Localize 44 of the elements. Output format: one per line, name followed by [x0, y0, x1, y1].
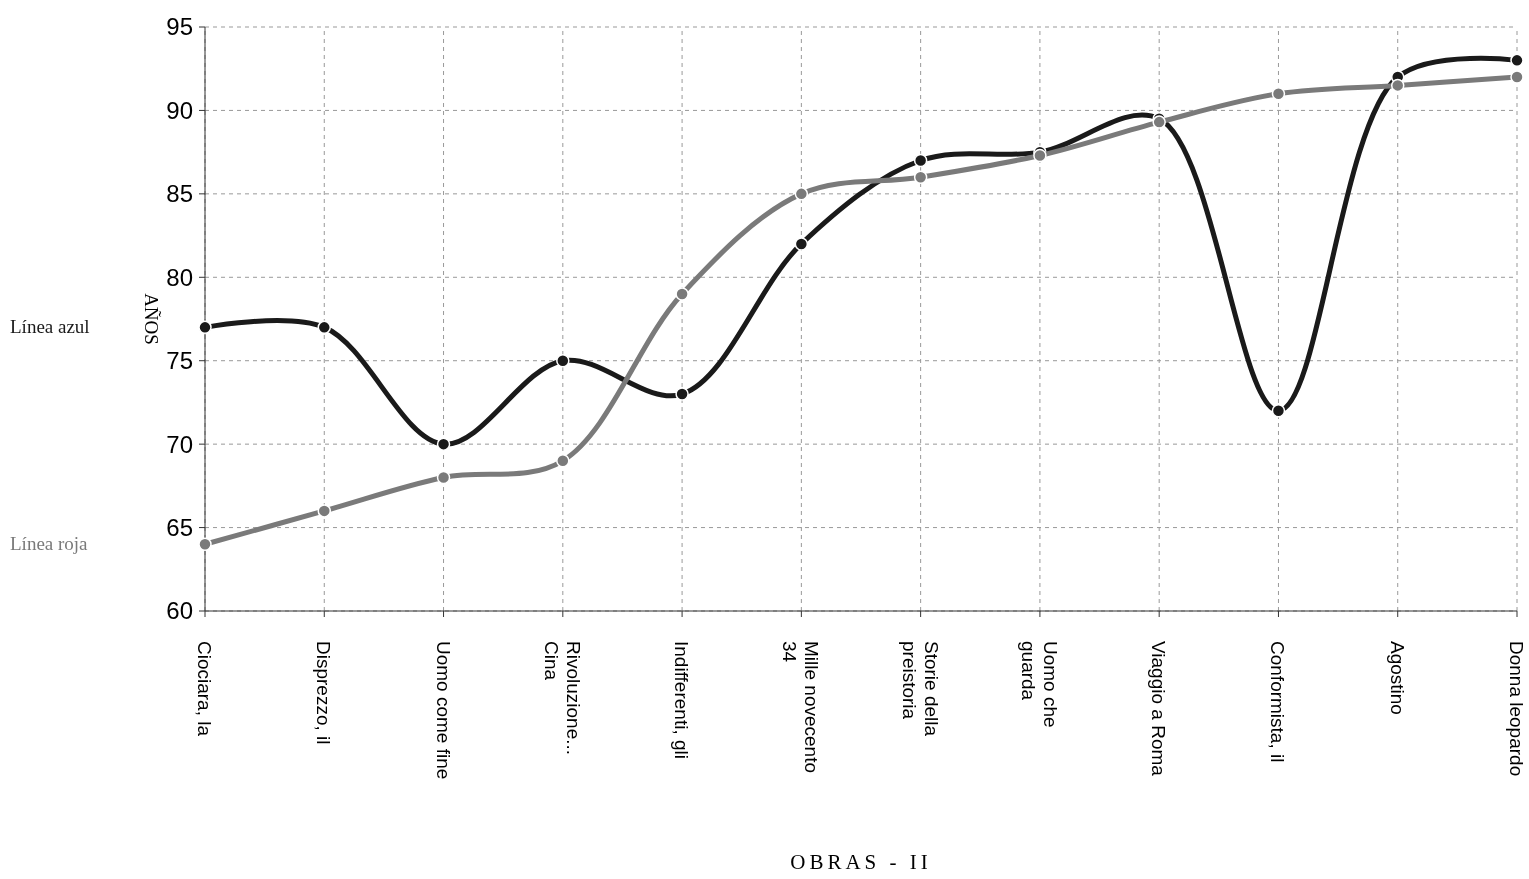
- x-tick-label: Agostino: [1386, 641, 1408, 715]
- y-axis-title: AÑOS: [141, 293, 162, 345]
- x-tick-label: Disprezzo, il: [313, 641, 335, 745]
- point: [1271, 404, 1286, 418]
- x-tick-label: Mille novecento 34: [779, 641, 823, 774]
- point: [913, 170, 928, 184]
- point: [1510, 70, 1524, 84]
- point: [556, 353, 570, 368]
- text: Línea roja: [10, 533, 89, 555]
- point: [1271, 86, 1286, 101]
- x-tick-label: Uomo come fine: [432, 641, 454, 780]
- point: [436, 437, 451, 451]
- point: [675, 387, 689, 401]
- point: [556, 454, 570, 468]
- x-axis-title: OBRAS - II: [790, 850, 932, 874]
- text: Línea azul: [10, 316, 90, 338]
- y-tick-label: 70: [166, 430, 193, 458]
- point: [675, 287, 689, 301]
- point: [794, 187, 809, 201]
- point: [1390, 78, 1405, 93]
- x-tick-label: Rivoluzione... Cina: [540, 641, 584, 756]
- point: [198, 320, 212, 335]
- point: [436, 470, 451, 485]
- x-tick-label: Uomo che guarda: [1017, 641, 1061, 728]
- point: [913, 153, 928, 168]
- point: [794, 237, 809, 251]
- point: [317, 504, 332, 518]
- x-tick-label: Viaggio a Roma: [1148, 641, 1170, 777]
- point: [198, 537, 212, 552]
- point: [1033, 148, 1047, 163]
- x-tick-label: Indifferenti, gli: [671, 641, 693, 759]
- y-tick-label: 65: [166, 513, 193, 541]
- point: [317, 320, 332, 335]
- y-tick-label: 85: [166, 180, 193, 208]
- x-tick-label: Storie della preistoria: [898, 641, 942, 737]
- y-tick-label: 60: [166, 597, 193, 625]
- y-tick-label: 90: [166, 96, 193, 124]
- x-tick-label: Donna leopardo: [1506, 641, 1527, 777]
- point: [1510, 53, 1524, 68]
- x-tick-label: Ciociara, la: [194, 641, 215, 737]
- x-tick-label: Conformista, il: [1267, 641, 1289, 763]
- y-tick-label: 95: [166, 13, 193, 41]
- y-tick-label: 80: [166, 263, 193, 291]
- y-tick-label: 75: [166, 347, 193, 375]
